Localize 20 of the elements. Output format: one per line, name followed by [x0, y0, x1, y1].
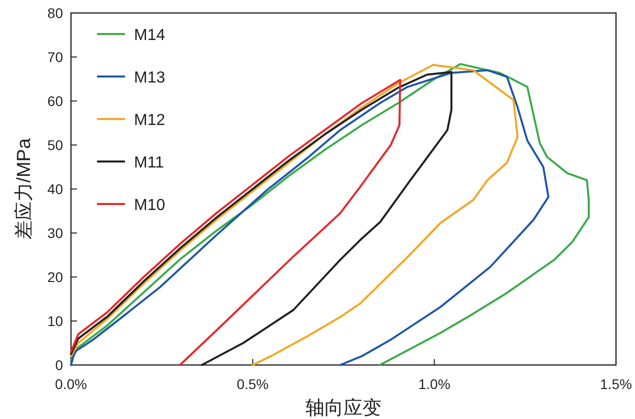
- legend-label: M11: [134, 154, 164, 172]
- y-axis-title: 差应力/MPa: [13, 138, 35, 240]
- y-tick-label: 70: [47, 49, 64, 65]
- x-tick-label: 1.5%: [600, 376, 632, 392]
- legend-label: M14: [134, 27, 166, 44]
- y-tick-label: 20: [47, 269, 64, 285]
- x-tick-label: 0.0%: [55, 376, 87, 392]
- y-tick-label: 30: [47, 225, 64, 241]
- legend-label: M12: [134, 112, 166, 129]
- legend-label: M13: [134, 70, 166, 86]
- y-tick-label: 50: [47, 137, 64, 153]
- y-tick-label: 10: [47, 313, 64, 329]
- y-tick-label: 80: [47, 5, 64, 21]
- y-tick-label: 40: [47, 181, 64, 197]
- y-tick-label: 60: [47, 93, 64, 109]
- y-tick-label: 0: [55, 357, 64, 373]
- x-tick-label: 1.0%: [418, 376, 450, 392]
- legend-label: M10: [134, 197, 166, 214]
- x-axis-title: 轴向应变: [306, 397, 382, 419]
- x-tick-label: 0.5%: [236, 376, 269, 392]
